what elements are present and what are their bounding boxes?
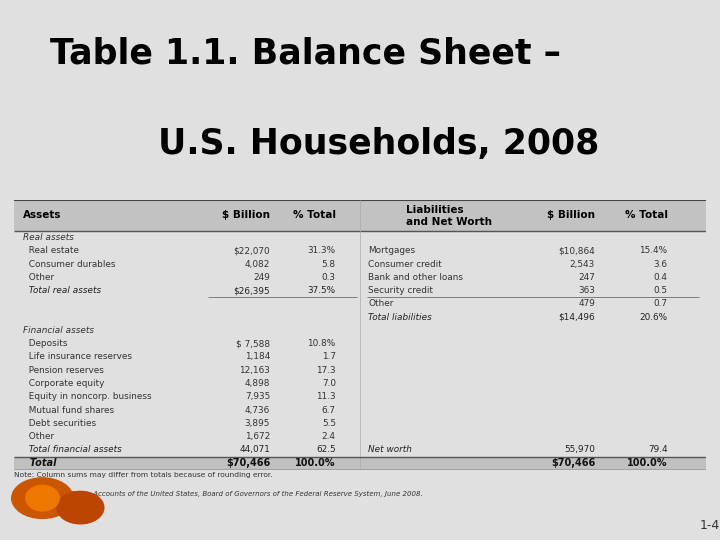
Text: Note: Column sums may differ from totals because of rounding error.: Note: Column sums may differ from totals… [14,472,273,478]
Text: 1-4: 1-4 [700,518,720,532]
Text: and Net Worth: and Net Worth [406,217,492,227]
Text: Corporate equity: Corporate equity [23,379,104,388]
Text: 55,970: 55,970 [564,446,595,454]
Text: Financial assets: Financial assets [23,326,94,335]
Text: $26,395: $26,395 [233,286,270,295]
Ellipse shape [26,485,59,511]
Text: 44,071: 44,071 [239,446,270,454]
Text: 0.3: 0.3 [322,273,336,282]
Text: 2.4: 2.4 [322,432,336,441]
Text: 5.5: 5.5 [322,419,336,428]
Text: 100.0%: 100.0% [295,458,336,468]
Text: % Total: % Total [293,210,336,220]
Text: Security credit: Security credit [369,286,433,295]
Text: Mortgages: Mortgages [369,246,415,255]
Text: 31.3%: 31.3% [307,246,336,255]
Text: 4,898: 4,898 [245,379,270,388]
Text: 11.3: 11.3 [316,392,336,401]
Text: 249: 249 [253,273,270,282]
Text: Consumer credit: Consumer credit [369,260,442,268]
Text: 363: 363 [578,286,595,295]
Text: Total financial assets: Total financial assets [23,446,122,454]
Text: $14,496: $14,496 [559,313,595,322]
Text: $ 7,588: $ 7,588 [236,339,270,348]
Text: Pension reserves: Pension reserves [23,366,104,375]
Text: 17.3: 17.3 [316,366,336,375]
Text: Bank and other loans: Bank and other loans [369,273,463,282]
Text: 2,543: 2,543 [570,260,595,268]
Text: 0.4: 0.4 [654,273,667,282]
Text: 7,935: 7,935 [245,392,270,401]
Text: 1,672: 1,672 [245,432,270,441]
Text: 79.4: 79.4 [648,446,667,454]
Text: $22,070: $22,070 [233,246,270,255]
Text: Other: Other [23,273,54,282]
Text: % Total: % Total [624,210,667,220]
Text: Table 1.1. Balance Sheet –: Table 1.1. Balance Sheet – [50,37,562,71]
Text: $10,864: $10,864 [558,246,595,255]
Text: Mutual fund shares: Mutual fund shares [23,406,114,415]
Text: $70,466: $70,466 [226,458,270,468]
Text: 20.6%: 20.6% [639,313,667,322]
Text: Consumer durables: Consumer durables [23,260,115,268]
Text: 12,163: 12,163 [239,366,270,375]
Text: 247: 247 [578,273,595,282]
Text: 15.4%: 15.4% [639,246,667,255]
Text: $ Billion: $ Billion [547,210,595,220]
Text: $ Billion: $ Billion [222,210,270,220]
Text: Equity in noncorp. business: Equity in noncorp. business [23,392,151,401]
Text: 1,184: 1,184 [245,353,270,361]
Text: 4,736: 4,736 [245,406,270,415]
Ellipse shape [57,491,104,524]
Text: 3,895: 3,895 [245,419,270,428]
Text: Total real assets: Total real assets [23,286,101,295]
Text: 37.5%: 37.5% [307,286,336,295]
Text: Real estate: Real estate [23,246,78,255]
Text: Liabilities: Liabilities [406,205,464,215]
Bar [14,200,706,231]
Text: Source: Flow of Funds Accounts of the United States, Board of Governors of the F: Source: Flow of Funds Accounts of the Un… [14,491,423,497]
Text: 10.8%: 10.8% [307,339,336,348]
Text: 6.7: 6.7 [322,406,336,415]
Text: $70,466: $70,466 [551,458,595,468]
Text: Total: Total [23,458,56,468]
Text: 5.8: 5.8 [322,260,336,268]
Text: Net worth: Net worth [369,446,412,454]
Text: 100.0%: 100.0% [627,458,667,468]
Text: 7.0: 7.0 [322,379,336,388]
Text: 4,082: 4,082 [245,260,270,268]
Text: 1.7: 1.7 [322,353,336,361]
Text: 0.5: 0.5 [654,286,667,295]
Text: Other: Other [369,299,394,308]
Text: 0.7: 0.7 [654,299,667,308]
Text: Life insurance reserves: Life insurance reserves [23,353,132,361]
Text: U.S. Households, 2008: U.S. Households, 2008 [158,127,600,161]
Text: Total liabilities: Total liabilities [369,313,432,322]
Text: 3.6: 3.6 [654,260,667,268]
Text: Other: Other [23,432,54,441]
Text: Real assets: Real assets [23,233,73,242]
Text: 62.5: 62.5 [316,446,336,454]
Text: Deposits: Deposits [23,339,67,348]
Bar [14,456,706,470]
Text: Assets: Assets [23,210,61,220]
Text: Debt securities: Debt securities [23,419,96,428]
Text: 479: 479 [578,299,595,308]
Ellipse shape [12,478,73,518]
